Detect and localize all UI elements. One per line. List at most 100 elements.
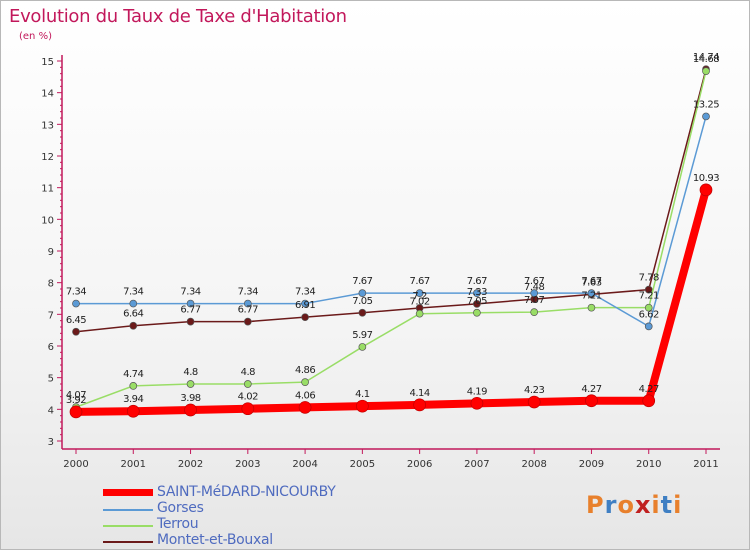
data-point <box>358 308 367 317</box>
data-label: 7.67 <box>467 276 487 287</box>
logo-letter: t <box>660 491 674 519</box>
data-label: 7.02 <box>410 297 430 308</box>
data-point <box>415 309 424 318</box>
y-tick-label: 15 <box>41 57 54 68</box>
data-point <box>702 112 710 121</box>
data-point <box>585 394 598 408</box>
series-line <box>75 68 707 333</box>
y-tick-label: 7 <box>48 310 54 321</box>
x-tick-label: 2008 <box>521 459 546 470</box>
data-label: 7.48 <box>524 282 544 293</box>
y-tick-label: 3 <box>48 437 54 448</box>
data-label: 4.1 <box>355 389 370 400</box>
x-tick-label: 2000 <box>63 459 88 470</box>
y-tick-label: 11 <box>41 184 54 195</box>
logo-letter: x <box>634 491 652 519</box>
x-tick-label: 2004 <box>292 459 317 470</box>
data-point <box>587 289 596 297</box>
data-label: 4.27 <box>639 384 659 395</box>
series-line <box>75 70 707 408</box>
legend-swatch <box>103 489 153 496</box>
data-point <box>358 343 367 351</box>
data-label: 10.93 <box>693 173 719 184</box>
series-line <box>75 115 707 328</box>
data-label: 3.92 <box>66 395 86 406</box>
data-point <box>642 394 656 408</box>
data-point <box>527 395 541 409</box>
data-label: 7.78 <box>639 273 659 284</box>
data-label: 4.07 <box>66 390 86 401</box>
x-tick-label: 2006 <box>407 459 432 470</box>
data-label: 7.34 <box>123 287 143 298</box>
legend-swatch <box>103 509 153 511</box>
y-tick-label: 12 <box>41 152 54 163</box>
data-label: 7.07 <box>524 295 544 306</box>
data-label: 6.45 <box>66 315 86 326</box>
y-tick-label: 5 <box>48 374 54 385</box>
logo-letter: o <box>617 491 635 519</box>
data-label: 4.74 <box>123 369 143 380</box>
chart-title: Evolution du Taux de Taxe d'Habitation <box>9 6 347 27</box>
y-tick-label: 10 <box>41 215 54 226</box>
data-label: 7.05 <box>352 296 372 307</box>
y-tick-label: 6 <box>48 342 54 353</box>
data-point <box>186 299 195 308</box>
data-point <box>243 380 252 388</box>
legend-label: Gorses <box>157 500 204 516</box>
data-point <box>298 401 312 414</box>
data-point <box>473 289 481 297</box>
legend-swatch <box>103 525 153 527</box>
legend-swatch <box>103 541 153 543</box>
y-tick-label: 14 <box>41 89 54 100</box>
data-label: 7.63 <box>581 277 601 288</box>
data-label: 4.02 <box>238 392 258 403</box>
x-tick-label: 2005 <box>350 459 375 470</box>
data-label: 7.21 <box>639 291 659 302</box>
data-point <box>186 380 195 388</box>
data-point <box>72 327 80 336</box>
data-label: 6.77 <box>180 305 200 316</box>
data-point <box>186 317 195 326</box>
data-label: 7.67 <box>581 276 601 287</box>
data-point <box>129 382 138 390</box>
data-label: 4.23 <box>524 385 544 396</box>
data-point <box>702 67 710 75</box>
y-tick-label: 9 <box>48 247 54 258</box>
data-point <box>184 403 197 417</box>
x-tick-label: 2001 <box>121 459 146 470</box>
data-label: 7.2 <box>412 291 427 302</box>
data-point <box>356 399 369 413</box>
y-tick-label: 4 <box>48 405 54 416</box>
data-point <box>243 299 252 308</box>
data-point <box>644 322 653 331</box>
data-point <box>473 300 481 308</box>
logo-letter: P <box>586 491 605 519</box>
data-label: 7.34 <box>180 287 200 298</box>
logo-letter: i <box>651 491 661 519</box>
legend-label: Terrou <box>157 516 199 532</box>
unit-label: (en %) <box>19 31 52 42</box>
data-label: 14.68 <box>693 54 719 65</box>
data-point <box>72 299 80 308</box>
logo-letter: i <box>673 491 683 519</box>
data-label: 7.67 <box>352 276 372 287</box>
data-label: 6.77 <box>238 305 258 316</box>
data-label: 7.67 <box>524 276 544 287</box>
data-label: 4.19 <box>467 386 487 397</box>
data-point <box>126 404 140 418</box>
legend-label: Montet-et-Bouxal <box>157 532 273 548</box>
data-point <box>301 313 309 322</box>
data-label: 5.97 <box>352 330 372 341</box>
x-tick-label: 2007 <box>464 459 489 470</box>
data-label: 4.8 <box>241 367 256 378</box>
data-point <box>301 378 309 386</box>
data-point <box>415 289 424 297</box>
logo-letter: r <box>604 491 618 519</box>
data-point <box>530 308 539 316</box>
x-tick-label: 2011 <box>693 459 718 470</box>
x-tick-label: 2010 <box>636 459 661 470</box>
data-label: 7.34 <box>238 287 258 298</box>
data-label: 4.14 <box>410 388 430 399</box>
data-label: 4.06 <box>295 390 315 401</box>
